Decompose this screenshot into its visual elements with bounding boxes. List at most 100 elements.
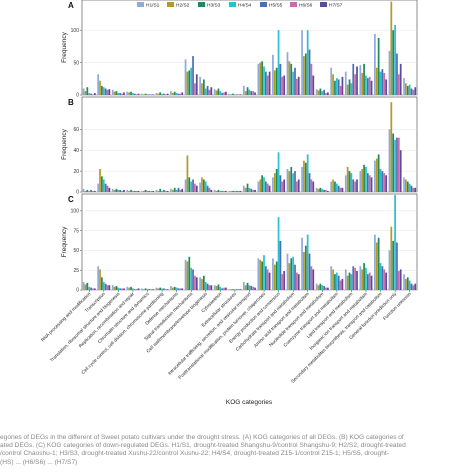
bar-H6-S6 bbox=[135, 190, 138, 192]
bar-H5-S5 bbox=[133, 93, 136, 95]
bar-H7-S7 bbox=[327, 190, 329, 192]
bar-H2-S2 bbox=[303, 160, 305, 192]
bar-H4-S4 bbox=[394, 24, 396, 95]
bar-H5-S5 bbox=[396, 53, 398, 95]
bar-H6-S6 bbox=[194, 183, 196, 192]
bar-H7-S7 bbox=[166, 289, 169, 290]
bar-H5-S5 bbox=[119, 189, 122, 192]
bar-H3-S3 bbox=[101, 176, 103, 192]
bar-H7-S7 bbox=[356, 66, 358, 95]
bar-H1-S1 bbox=[199, 182, 201, 192]
bar-H7-S7 bbox=[254, 92, 256, 95]
bar-H1-S1 bbox=[403, 274, 405, 290]
bar-H3-S3 bbox=[130, 286, 132, 290]
bar-H1-S1 bbox=[242, 85, 245, 95]
bar-H7-S7 bbox=[356, 271, 358, 290]
bar-H5-S5 bbox=[148, 94, 151, 95]
bar-H2-S2 bbox=[113, 286, 116, 290]
panel-label: A bbox=[68, 1, 74, 10]
bar-H4-S4 bbox=[233, 289, 236, 290]
bar-H1-S1 bbox=[228, 289, 231, 290]
legend-label: H3/S3 bbox=[207, 3, 221, 9]
bar-H7-S7 bbox=[414, 283, 417, 290]
bar-H4-S4 bbox=[102, 87, 105, 95]
bar-H4-S4 bbox=[263, 66, 265, 95]
bar-H3-S3 bbox=[348, 272, 351, 290]
bar-H3-S3 bbox=[275, 169, 278, 192]
bar-H4-S4 bbox=[335, 78, 338, 95]
bar-H5-S5 bbox=[192, 56, 194, 95]
bar-H6-S6 bbox=[179, 288, 182, 290]
bar-H7-S7 bbox=[225, 287, 227, 290]
bar-H6-S6 bbox=[106, 185, 109, 192]
bar-H3-S3 bbox=[159, 92, 162, 95]
bar-H1-S1 bbox=[184, 259, 187, 290]
bar-H3-S3 bbox=[290, 166, 293, 192]
bar-H1-S1 bbox=[403, 78, 405, 95]
bar-H3-S3 bbox=[319, 187, 322, 192]
bar-H3-S3 bbox=[304, 162, 307, 192]
bar-H4-S4 bbox=[277, 217, 280, 290]
bar-H5-S5 bbox=[279, 63, 282, 95]
bar-H2-S2 bbox=[288, 263, 291, 290]
bar-H6-S6 bbox=[339, 280, 342, 290]
bar-H7-S7 bbox=[93, 190, 96, 192]
bar-H6-S6 bbox=[296, 78, 298, 95]
bar-H3-S3 bbox=[202, 79, 205, 95]
bar-H5-S5 bbox=[279, 175, 282, 192]
legend-label: H1/S1 bbox=[146, 3, 160, 9]
bar-H6-S6 bbox=[237, 94, 240, 95]
bar-H4-S4 bbox=[365, 267, 367, 290]
bar-H2-S2 bbox=[99, 269, 101, 290]
legend-label: H4/S4 bbox=[238, 3, 252, 9]
bar-H6-S6 bbox=[92, 288, 94, 290]
bar-H2-S2 bbox=[230, 190, 232, 192]
bar-H2-S2 bbox=[259, 62, 262, 95]
bar-H4-S4 bbox=[277, 30, 280, 96]
bar-H5-S5 bbox=[163, 288, 165, 290]
bar-H4-S4 bbox=[248, 285, 251, 290]
x-category-label: Amino acid transport and metabolism bbox=[253, 291, 310, 348]
y-axis-label: Frequency bbox=[61, 226, 68, 257]
bar-H6-S6 bbox=[368, 76, 371, 95]
bar-H5-S5 bbox=[396, 242, 398, 290]
bar-H4-S4 bbox=[190, 267, 193, 290]
bar-H7-S7 bbox=[210, 189, 213, 192]
bar-H2-S2 bbox=[332, 179, 334, 192]
bar-H2-S2 bbox=[259, 179, 262, 192]
bar-H6-S6 bbox=[266, 75, 269, 95]
bar-H3-S3 bbox=[406, 85, 409, 95]
bar-H5-S5 bbox=[410, 185, 413, 192]
bar-H7-S7 bbox=[370, 275, 373, 290]
bar-H3-S3 bbox=[173, 91, 176, 95]
bar-H3-S3 bbox=[202, 179, 205, 192]
bar-H4-S4 bbox=[263, 177, 265, 192]
bar-H6-S6 bbox=[92, 190, 94, 192]
bar-H7-S7 bbox=[268, 272, 271, 290]
bar-H4-S4 bbox=[365, 166, 367, 192]
bar-H2-S2 bbox=[332, 269, 334, 290]
bar-H1-S1 bbox=[374, 234, 376, 290]
bar-H5-S5 bbox=[90, 287, 92, 290]
bar-H2-S2 bbox=[303, 56, 305, 95]
x-axis-category-labels: RNA processing and modificationTranscrip… bbox=[40, 290, 412, 384]
caption-line: egories of DEGs in the different of Swee… bbox=[0, 434, 404, 441]
legend-item: H3/S3 bbox=[198, 2, 221, 9]
bar-H7-S7 bbox=[108, 89, 111, 95]
bar-H5-S5 bbox=[294, 171, 296, 192]
bar-H2-S2 bbox=[157, 288, 160, 290]
bar-H3-S3 bbox=[304, 245, 307, 290]
bar-H3-S3 bbox=[246, 87, 249, 95]
bar-H5-S5 bbox=[177, 93, 180, 95]
bar-H5-S5 bbox=[119, 288, 122, 290]
bar-H3-S3 bbox=[232, 289, 234, 290]
bar-H1-S1 bbox=[257, 258, 260, 290]
y-tick-label: 60 bbox=[73, 127, 79, 133]
bar-H4-S4 bbox=[219, 190, 222, 192]
bar-H3-S3 bbox=[392, 30, 395, 96]
bar-H2-S2 bbox=[157, 93, 160, 95]
y-tick-label: 50 bbox=[73, 248, 79, 254]
bar-H7-S7 bbox=[181, 92, 184, 95]
bar-H7-S7 bbox=[239, 289, 242, 290]
bar-H4-S4 bbox=[408, 280, 411, 290]
